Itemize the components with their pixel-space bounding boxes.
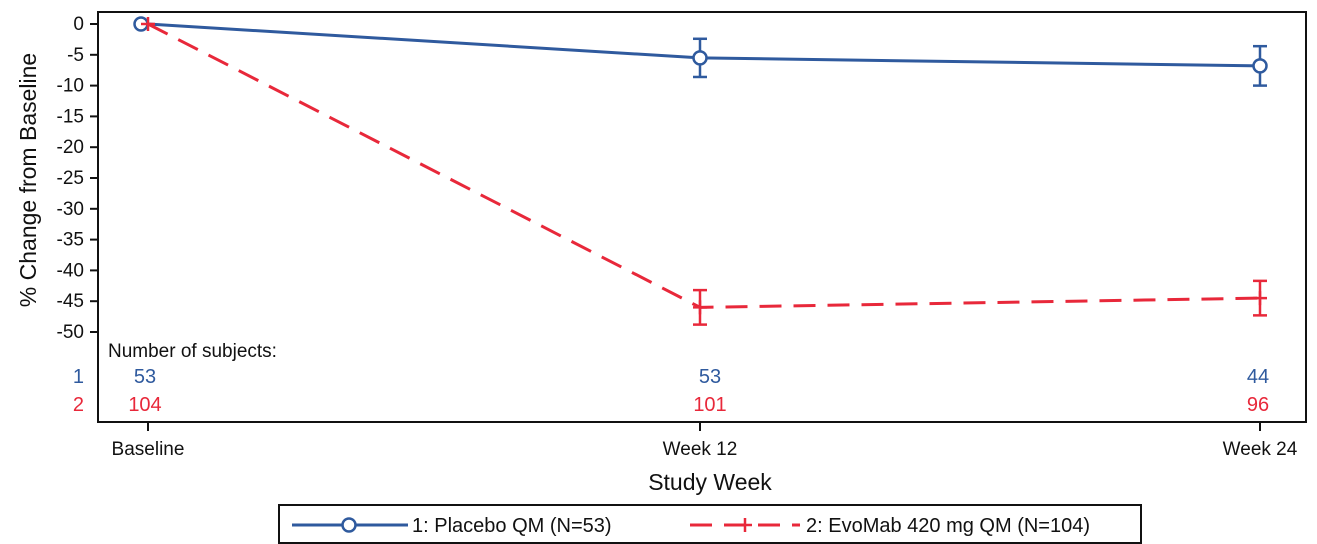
x-tick-label: Baseline (112, 439, 185, 460)
subjects-row-label: 1 (73, 366, 84, 388)
plot-frame (97, 11, 1307, 423)
legend-marker-placebo (341, 517, 357, 533)
y-tick-label: -25 (57, 168, 84, 189)
y-tick-label: -40 (57, 260, 84, 281)
subject-count: 53 (699, 366, 721, 388)
subjects-header: Number of subjects: (108, 341, 277, 362)
subject-count: 96 (1247, 394, 1269, 416)
subject-count: 104 (128, 394, 161, 416)
y-tick-label: 0 (73, 14, 84, 35)
y-axis-title: % Change from Baseline (15, 53, 41, 307)
data-point (692, 50, 708, 66)
legend-label-placebo: 1: Placebo QM (N=53) (412, 515, 612, 537)
subjects-row-label: 2 (73, 394, 84, 416)
x-axis: Baseline Week 12 Week 24 (112, 422, 1298, 460)
y-tick-label: -5 (67, 45, 84, 66)
y-tick-label: -15 (57, 106, 84, 127)
y-tick-label: -30 (57, 199, 84, 220)
x-tick-label: Week 12 (663, 439, 738, 460)
series-line-2 (147, 22, 1261, 309)
y-tick-label: -45 (57, 291, 84, 312)
subject-count: 101 (693, 394, 726, 416)
counts-layer: 1 53 53 44 2 104 101 96 (73, 366, 1269, 416)
y-axis: 0 -5 -10 -15 -20 -25 -30 -35 -40 -45 -50 (57, 14, 98, 343)
data-point (1252, 58, 1268, 74)
y-tick-label: -50 (57, 322, 84, 343)
legend-label-evomab: 2: EvoMab 420 mg QM (N=104) (806, 515, 1090, 537)
legend: 1: Placebo QM (N=53) 2: EvoMab 420 mg QM … (278, 504, 1142, 544)
y-tick-label: -20 (57, 137, 84, 158)
subject-count: 44 (1247, 366, 1269, 388)
y-tick-label: -10 (57, 76, 84, 97)
subject-count: 53 (134, 366, 156, 388)
y-tick-label: -35 (57, 230, 84, 251)
series-layer (133, 16, 1268, 326)
x-tick-label: Week 24 (1223, 439, 1298, 460)
x-axis-title: Study Week (648, 469, 772, 495)
